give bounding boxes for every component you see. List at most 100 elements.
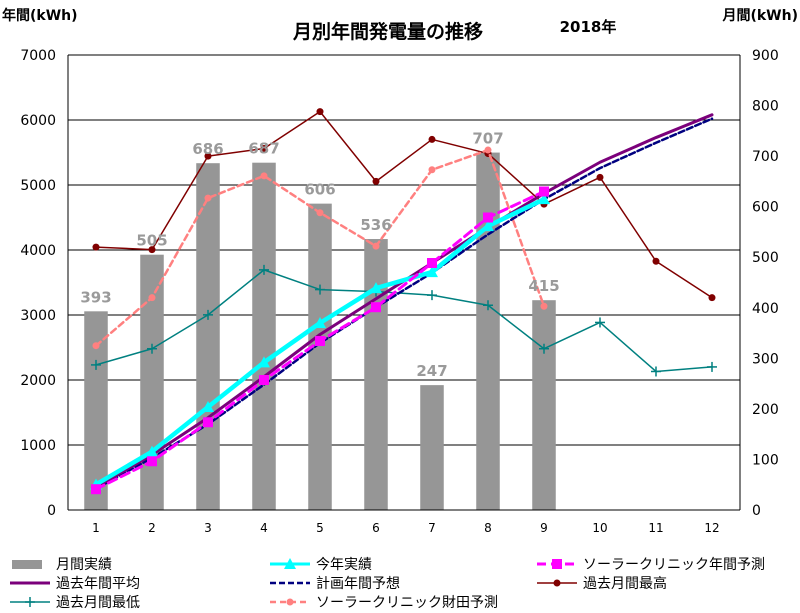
point <box>258 356 270 368</box>
x-tick-label: 5 <box>316 521 324 535</box>
legend-label: 月間実績 <box>56 557 112 573</box>
data-label: 707 <box>472 130 503 148</box>
point <box>314 316 326 328</box>
series-line-path <box>94 113 714 489</box>
bar <box>532 300 556 510</box>
line-series-group <box>90 108 717 495</box>
bar <box>364 239 388 510</box>
right-tick-label: 900 <box>752 48 779 64</box>
series-line <box>91 186 549 495</box>
point <box>539 186 549 197</box>
right-tick-label: 200 <box>752 402 779 418</box>
point <box>428 135 436 143</box>
x-tick-label: 8 <box>484 521 492 535</box>
left-tick-label: 7000 <box>20 48 56 64</box>
data-label: 247 <box>416 362 447 380</box>
left-tick-label: 5000 <box>20 178 56 194</box>
right-tick-label: 800 <box>752 99 779 115</box>
point <box>316 209 324 217</box>
point <box>316 108 324 116</box>
legend-item: 過去月間最高 <box>537 575 667 592</box>
point <box>484 146 492 154</box>
point <box>428 166 436 174</box>
point <box>552 559 562 569</box>
series-line-path <box>94 117 714 490</box>
point <box>284 558 296 569</box>
x-tick-label: 4 <box>260 521 268 535</box>
axes: 0 1000 2000 3000 4000 5000 6000 7000 0 100 200 300 4… <box>20 48 778 535</box>
left-tick-label: 0 <box>47 503 56 519</box>
data-label: 393 <box>80 288 111 306</box>
point <box>708 294 716 302</box>
left-tick-label: 1000 <box>20 438 56 454</box>
legend-item: ソーラークリニック年間予測 <box>537 557 765 573</box>
point <box>148 294 156 302</box>
point <box>553 579 561 587</box>
legend-label: 過去年間平均 <box>56 576 140 592</box>
right-tick-label: 400 <box>752 301 779 317</box>
data-label: 415 <box>528 277 559 295</box>
right-tick-label: 300 <box>752 351 779 367</box>
point <box>203 417 213 428</box>
point <box>315 336 325 346</box>
point <box>260 172 268 180</box>
point <box>538 193 550 205</box>
x-tick-label: 9 <box>540 521 548 535</box>
left-tick-label: 2000 <box>20 373 56 389</box>
point <box>202 401 214 413</box>
point <box>652 257 660 265</box>
series-line-path <box>95 269 713 373</box>
point <box>540 302 548 310</box>
legend-item: 今年実績 <box>270 557 372 573</box>
left-tick-label: 6000 <box>20 113 56 129</box>
x-tick-label: 6 <box>372 521 380 535</box>
left-tick-label: 4000 <box>20 243 56 259</box>
point <box>148 246 156 254</box>
point <box>372 177 380 185</box>
legend-label: 計画年間予想 <box>316 576 400 592</box>
series-line <box>91 264 717 377</box>
data-label: 686 <box>192 140 223 158</box>
bar <box>420 385 444 510</box>
series-line <box>92 108 716 302</box>
bar <box>476 152 500 511</box>
data-label: 536 <box>360 216 391 234</box>
point <box>146 445 158 457</box>
point <box>372 242 380 250</box>
legend-item: ソーラークリニック財田予測 <box>270 595 498 611</box>
right-tick-label: 700 <box>752 149 779 165</box>
series-line-path <box>95 110 713 299</box>
series-line <box>90 193 550 490</box>
right-tick-label: 500 <box>752 250 779 266</box>
x-tick-label: 11 <box>648 521 663 535</box>
bar <box>196 163 220 510</box>
point <box>147 456 157 467</box>
right-tick-label: 0 <box>752 503 761 519</box>
legend-label: 過去月間最高 <box>583 575 667 592</box>
legend-item: 計画年間予想 <box>270 576 400 592</box>
data-label: 687 <box>248 140 279 158</box>
legend-swatch <box>12 560 42 569</box>
x-tick-label: 3 <box>204 521 212 535</box>
right-tick-label: 100 <box>752 452 779 468</box>
x-tick-label: 2 <box>148 521 156 535</box>
point <box>483 212 493 223</box>
series-line <box>94 117 714 490</box>
bar <box>308 203 332 510</box>
legend-item: 過去年間平均 <box>10 576 140 592</box>
point <box>92 342 100 350</box>
grid-lines <box>68 54 740 446</box>
point <box>286 598 294 606</box>
legend-label: 今年実績 <box>316 557 372 573</box>
point <box>204 152 212 160</box>
chart-title: 月別年間発電量の推移 <box>292 20 483 43</box>
point <box>92 243 100 251</box>
point <box>371 302 381 313</box>
data-label: 505 <box>136 232 167 250</box>
series-line <box>94 113 714 489</box>
bar <box>252 162 276 510</box>
point <box>596 173 604 181</box>
x-tick-label: 7 <box>428 521 436 535</box>
right-tick-label: 600 <box>752 200 779 216</box>
